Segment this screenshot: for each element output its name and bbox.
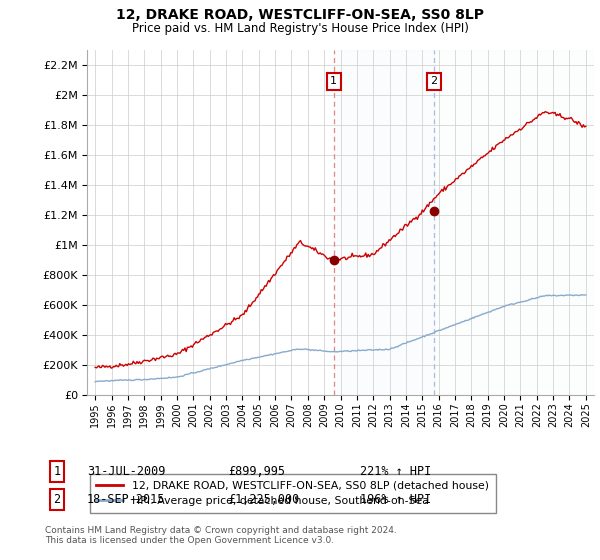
Text: 221% ↑ HPI: 221% ↑ HPI [360,465,431,478]
Text: 2: 2 [53,493,61,506]
Bar [334,50,434,395]
Legend: 12, DRAKE ROAD, WESTCLIFF-ON-SEA, SS0 8LP (detached house), HPI: Average price, : 12, DRAKE ROAD, WESTCLIFF-ON-SEA, SS0 8L… [90,474,496,512]
Text: Price paid vs. HM Land Registry's House Price Index (HPI): Price paid vs. HM Land Registry's House … [131,22,469,35]
Text: £899,995: £899,995 [228,465,285,478]
Text: £1,225,000: £1,225,000 [228,493,299,506]
Bar [434,50,594,395]
Text: 1: 1 [330,76,337,86]
Text: Contains HM Land Registry data © Crown copyright and database right 2024.: Contains HM Land Registry data © Crown c… [45,526,397,535]
Text: This data is licensed under the Open Government Licence v3.0.: This data is licensed under the Open Gov… [45,536,334,545]
Text: 18-SEP-2015: 18-SEP-2015 [87,493,166,506]
Text: 12, DRAKE ROAD, WESTCLIFF-ON-SEA, SS0 8LP: 12, DRAKE ROAD, WESTCLIFF-ON-SEA, SS0 8L… [116,8,484,22]
Text: 31-JUL-2009: 31-JUL-2009 [87,465,166,478]
Text: 196% ↑ HPI: 196% ↑ HPI [360,493,431,506]
Text: 2: 2 [430,76,437,86]
Text: 1: 1 [53,465,61,478]
